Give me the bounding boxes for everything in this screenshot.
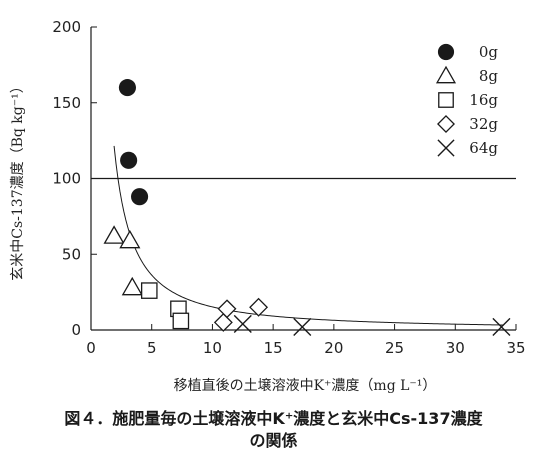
caption-line-1: 図４．施肥量毎の土壌溶液中K⁺濃度と玄米中Cs-137濃度 xyxy=(64,409,483,428)
x-tick-label: 15 xyxy=(264,339,283,357)
data-point-0g xyxy=(118,79,136,97)
data-point-64g xyxy=(492,317,511,337)
y-tick-label: 100 xyxy=(52,170,81,188)
x-tick-label: 35 xyxy=(506,339,525,357)
x-tick-label: 25 xyxy=(385,339,404,357)
data-point-32g xyxy=(249,297,269,317)
y-axis-title: 玄米中Cs-137濃度（Bq kg⁻¹） xyxy=(9,79,26,281)
data-point-8g xyxy=(119,229,141,249)
data-point-16g xyxy=(172,312,190,330)
data-point-0g xyxy=(131,188,149,206)
scatter-chart: 玄米中Cs-137濃度（Bq kg⁻¹） 移植直後の土壌溶液中K⁺濃度（mg L… xyxy=(9,18,526,394)
data-point-8g xyxy=(103,225,125,244)
data-point-32g xyxy=(217,299,237,319)
x-tick-label: 5 xyxy=(147,339,157,357)
x-tick-label: 20 xyxy=(324,339,343,357)
legend-marker-64g xyxy=(437,139,455,157)
legend-label-32g: 32g xyxy=(469,115,498,133)
y-tick-label: 0 xyxy=(71,321,81,339)
data-point-64g xyxy=(293,317,312,337)
figure-caption: 図４．施肥量毎の土壌溶液中K⁺濃度と玄米中Cs-137濃度 の関係 xyxy=(0,408,547,452)
data-point-16g xyxy=(140,282,158,299)
legend-label-0g: 0g xyxy=(479,43,499,61)
fit-curve xyxy=(113,145,504,326)
legend-label-8g: 8g xyxy=(479,67,499,85)
legend-marker-32g xyxy=(437,115,455,133)
x-tick-label: 0 xyxy=(86,339,96,357)
data-point-32g xyxy=(213,312,233,332)
x-axis-title: 移植直後の土壌溶液中K⁺濃度（mg L⁻¹） xyxy=(174,377,437,394)
legend-label-16g: 16g xyxy=(469,91,498,109)
legend-marker-8g xyxy=(435,65,457,84)
data-point-0g xyxy=(120,151,138,169)
legend-label-64g: 64g xyxy=(469,139,498,157)
y-tick-label: 200 xyxy=(52,18,81,36)
x-tick-label: 10 xyxy=(203,339,222,357)
x-tick-label: 30 xyxy=(446,339,465,357)
caption-line-2: の関係 xyxy=(249,431,298,450)
data-point-8g xyxy=(121,276,143,296)
y-tick-label: 150 xyxy=(52,94,81,112)
legend-marker-16g xyxy=(438,92,454,108)
data-point-64g xyxy=(233,314,252,333)
y-tick-label: 50 xyxy=(62,245,81,263)
legend-marker-0g xyxy=(437,43,455,61)
